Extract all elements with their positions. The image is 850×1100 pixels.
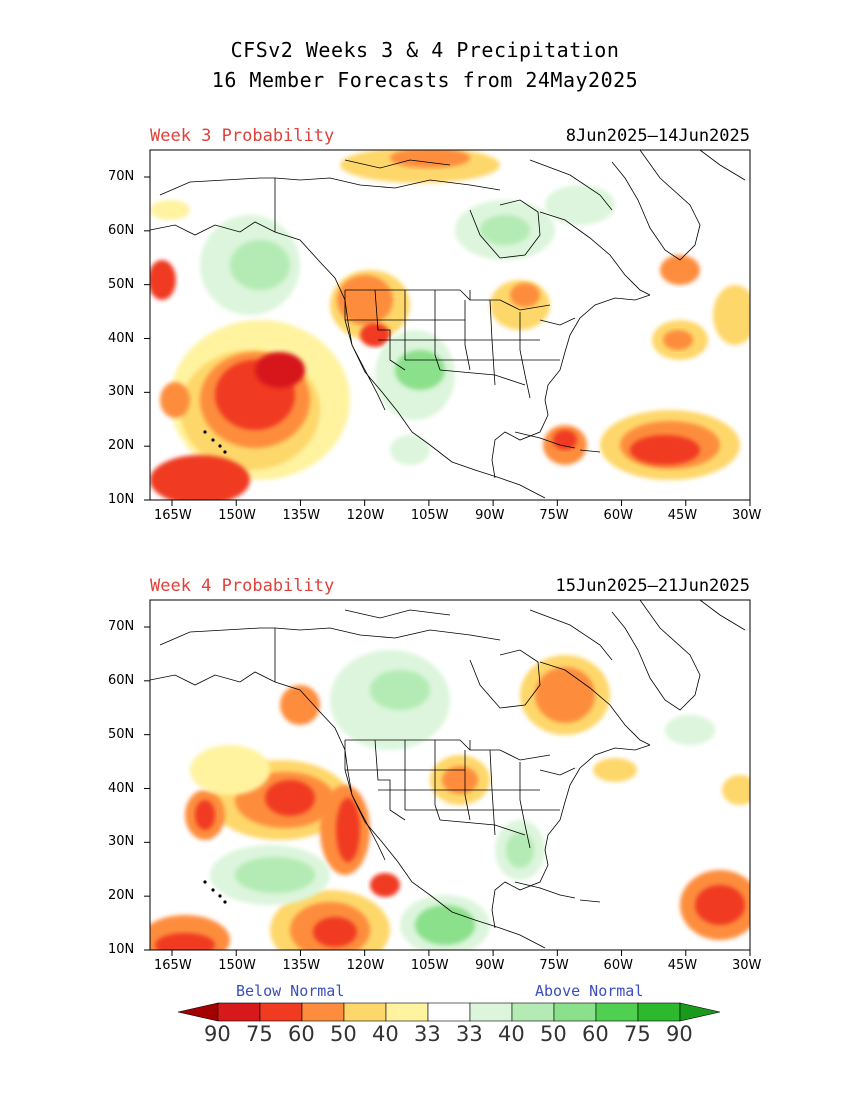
lon-label: 150W [218,958,256,973]
lon-label: 150W [218,508,256,523]
lon-label: 120W [346,958,385,973]
lon-label: 45W [667,958,698,973]
legend-swatch [343,1002,387,1022]
legend-value: 33 [414,1022,441,1046]
lat-label: 40N [108,330,135,346]
lon-label: 90W [475,958,505,973]
week4-frame [149,599,751,951]
legend-swatch [259,1002,303,1022]
legend-value: 40 [498,1022,525,1046]
lon-label: 105W [410,508,449,523]
legend-value: 75 [624,1022,651,1046]
legend-value: 60 [288,1022,315,1046]
legend-value: 90 [666,1022,693,1046]
lat-label: 70N [108,619,135,634]
lon-label: 135W [282,958,321,973]
lat-label: 30N [108,384,135,400]
chart-subtitle: 16 Member Forecasts from 24May2025 [211,68,639,92]
lat-label: 40N [108,780,135,796]
lon-label: 105W [410,958,449,973]
week3-map [150,150,750,500]
week4-label: Week 4 Probability [150,576,335,596]
lon-label: 75W [539,958,569,973]
lat-label: 70N [108,169,135,184]
lat-label: 50N [108,726,135,742]
lon-label: 30W [732,958,762,973]
lon-label: 165W [154,508,192,523]
lon-label: 45W [667,508,698,523]
lon-label: 135W [282,508,321,523]
legend-value: 33 [456,1022,483,1046]
legend-swatch [679,1002,721,1022]
lat-label: 50N [108,276,135,292]
lon-label: 75W [539,508,569,523]
legend-color-bar [177,1002,721,1022]
lat-label: 20N [108,888,135,904]
week3-frame [149,149,751,501]
lat-label: 10N [108,942,135,957]
legend-swatch [177,1002,219,1022]
legend-swatch [301,1002,345,1022]
chart-title: CFSv2 Weeks 3 & 4 Precipitation [230,38,620,62]
week3-label: Week 3 Probability [150,126,335,146]
legend-swatch [427,1002,471,1022]
legend-swatch [637,1002,681,1022]
legend-swatch [595,1002,639,1022]
lat-label: 10N [108,492,135,507]
lat-label: 20N [108,438,135,454]
legend-swatch [511,1002,555,1022]
legend-above-normal: Above Normal [535,982,644,1000]
lon-label: 30W [732,508,762,523]
legend-value: 50 [540,1022,567,1046]
legend-swatch [469,1002,513,1022]
week3-date-range: 8Jun2025—14Jun2025 [565,126,750,146]
legend-value: 75 [246,1022,273,1046]
legend-value: 40 [372,1022,399,1046]
lon-label: 120W [346,508,385,523]
lat-label: 30N [108,834,135,850]
week4-date-range: 15Jun2025—21Jun2025 [555,576,750,596]
lon-label: 165W [154,958,192,973]
lon-label: 60W [603,958,633,973]
legend-value: 50 [330,1022,357,1046]
legend-below-normal: Below Normal [236,982,345,1000]
week4-map [150,600,750,950]
lat-label: 60N [108,222,135,238]
legend-value: 60 [582,1022,609,1046]
lon-label: 60W [603,508,633,523]
legend-swatch [553,1002,597,1022]
lon-label: 90W [475,508,505,523]
legend-swatch [217,1002,261,1022]
lat-label: 60N [108,672,135,688]
legend-value: 90 [204,1022,231,1046]
legend-swatch [385,1002,429,1022]
